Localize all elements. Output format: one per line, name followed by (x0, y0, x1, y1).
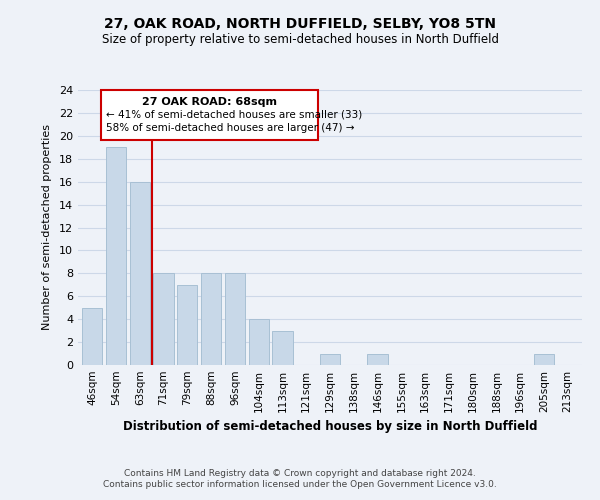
Bar (154, 274, 173, 365)
Text: Size of property relative to semi-detached houses in North Duffield: Size of property relative to semi-detach… (101, 32, 499, 46)
FancyBboxPatch shape (101, 90, 318, 140)
Text: 27, OAK ROAD, NORTH DUFFIELD, SELBY, YO8 5TN: 27, OAK ROAD, NORTH DUFFIELD, SELBY, YO8… (104, 18, 496, 32)
Bar (534, 354, 554, 365)
Bar (367, 354, 388, 365)
Text: 27 OAK ROAD: 68sqm: 27 OAK ROAD: 68sqm (142, 97, 277, 107)
Y-axis label: Number of semi-detached properties: Number of semi-detached properties (42, 124, 52, 330)
Text: Contains public sector information licensed under the Open Government Licence v3: Contains public sector information licen… (103, 480, 497, 489)
Text: ← 41% of semi-detached houses are smaller (33): ← 41% of semi-detached houses are smalle… (106, 110, 362, 120)
X-axis label: Distribution of semi-detached houses by size in North Duffield: Distribution of semi-detached houses by … (123, 420, 537, 434)
Bar (248, 319, 269, 365)
Bar (82, 308, 103, 365)
Bar (272, 330, 293, 365)
Bar (201, 274, 221, 365)
Bar (130, 182, 150, 365)
Bar (225, 274, 245, 365)
Bar (320, 354, 340, 365)
Bar (177, 285, 197, 365)
Text: Contains HM Land Registry data © Crown copyright and database right 2024.: Contains HM Land Registry data © Crown c… (124, 468, 476, 477)
Bar (106, 148, 126, 365)
Text: 58% of semi-detached houses are larger (47) →: 58% of semi-detached houses are larger (… (106, 123, 355, 133)
